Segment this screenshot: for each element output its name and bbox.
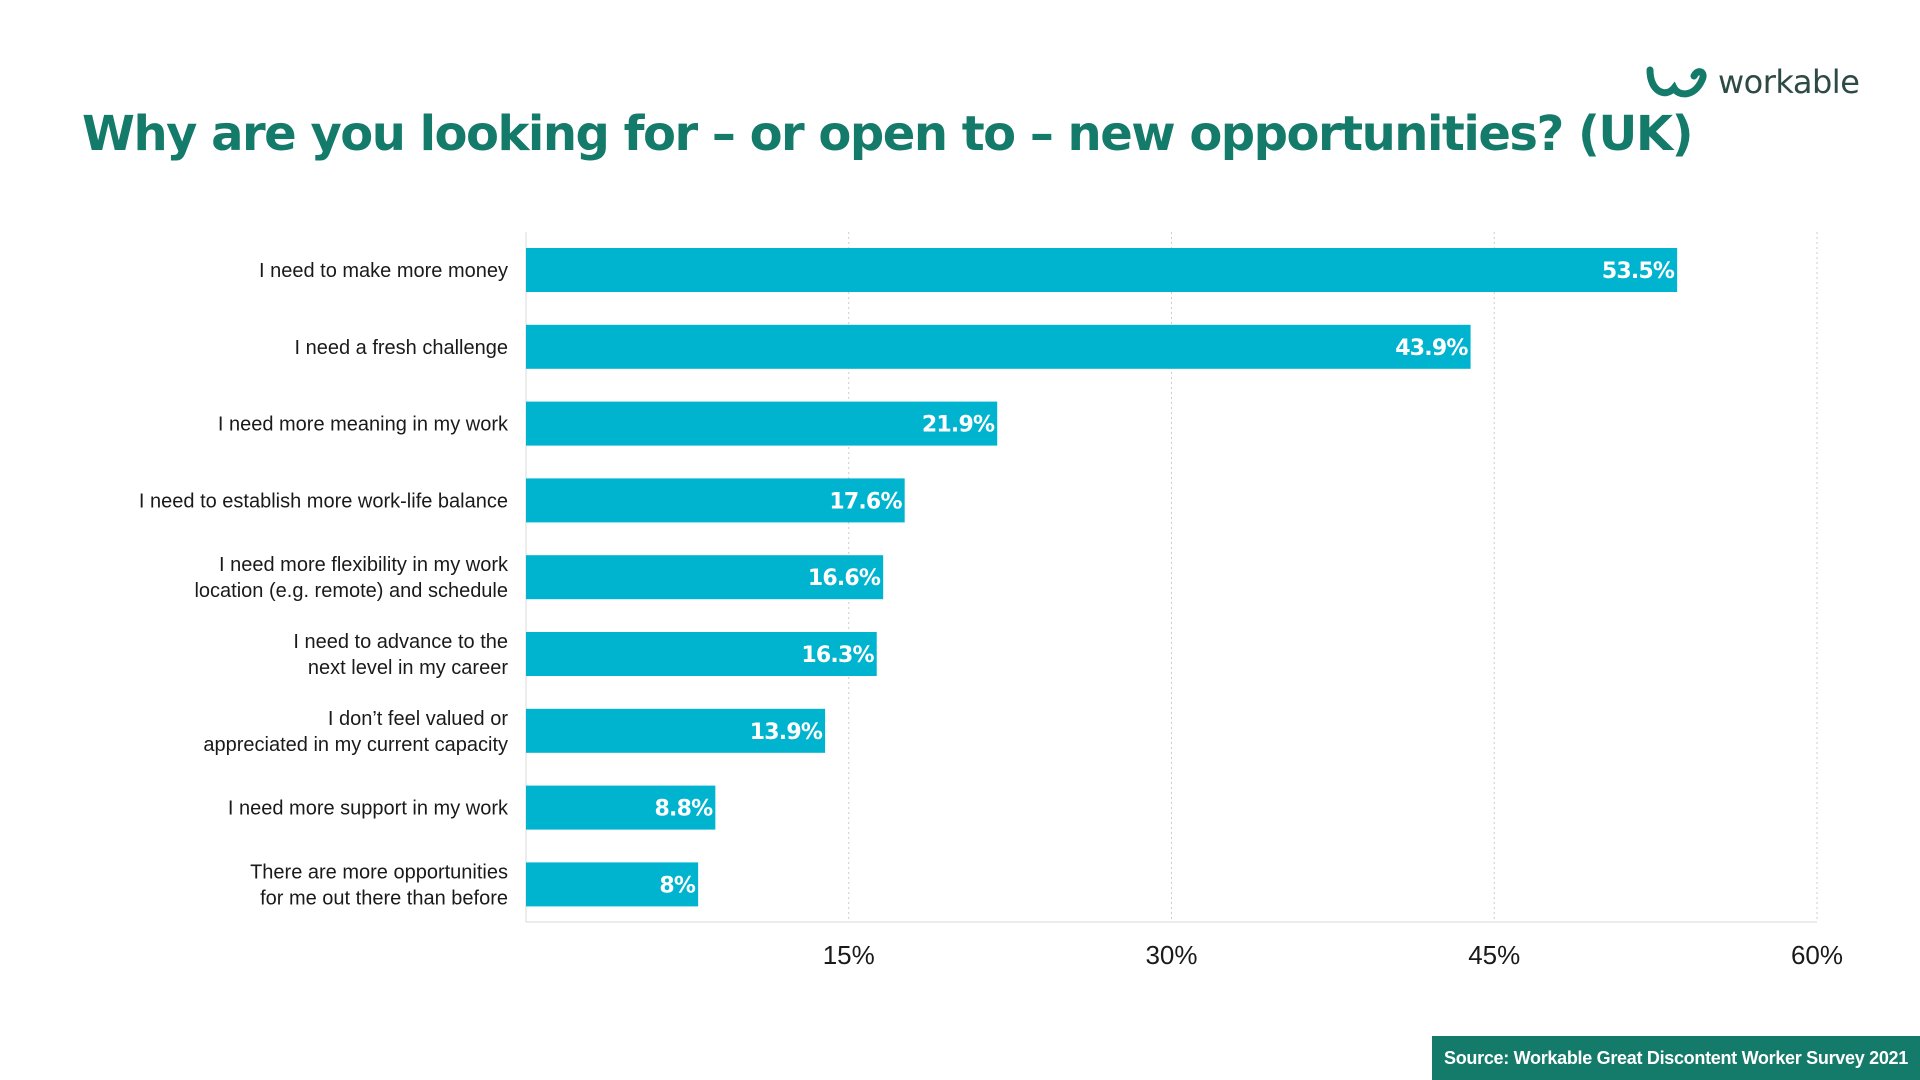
category-label: There are more opportunities <box>250 861 508 883</box>
bar-value-label: 13.9% <box>750 720 823 745</box>
bar <box>526 248 1678 292</box>
bar-value-label: 17.6% <box>829 489 902 514</box>
x-tick-label: 15% <box>823 940 875 970</box>
category-label: I need a fresh challenge <box>295 337 509 359</box>
bar <box>526 401 998 446</box>
category-label: I need to make more money <box>259 260 508 282</box>
chart-title: Why are you looking for – or open to – n… <box>82 106 1694 162</box>
x-tick-label: 45% <box>1468 940 1520 970</box>
logo-text: workable <box>1718 63 1860 101</box>
category-label: I need to establish more work-life balan… <box>139 490 508 512</box>
bar-value-label: 16.3% <box>801 643 874 668</box>
bar <box>526 862 699 907</box>
category-label: I don’t feel valued or <box>328 708 508 730</box>
category-label: I need more meaning in my work <box>218 414 509 436</box>
bar-value-label: 21.9% <box>922 413 995 438</box>
bar <box>526 785 716 830</box>
bar <box>526 632 877 676</box>
bar-value-label: 53.5% <box>1602 259 1675 284</box>
x-tick-label: 60% <box>1791 940 1843 970</box>
category-label: I need to advance to the <box>293 631 508 653</box>
source-note: Source: Workable Great Discontent Worker… <box>1432 1036 1920 1080</box>
workable-logo: workable <box>1644 60 1860 104</box>
category-label: location (e.g. remote) and schedule <box>194 580 508 602</box>
bar-value-label: 8.8% <box>655 797 714 822</box>
bar <box>526 478 905 523</box>
bar <box>526 708 826 753</box>
category-label: appreciated in my current capacity <box>203 734 508 756</box>
bar <box>526 555 884 600</box>
category-label: next level in my career <box>308 657 508 679</box>
category-label: I need more flexibility in my work <box>219 554 509 576</box>
bar-value-label: 16.6% <box>808 566 881 591</box>
bar <box>526 324 1471 369</box>
x-tick-label: 30% <box>1145 940 1197 970</box>
workable-logo-icon <box>1646 66 1707 98</box>
category-label: for me out there than before <box>260 887 508 909</box>
bar-value-label: 43.9% <box>1395 336 1468 361</box>
category-label: I need more support in my work <box>228 798 509 820</box>
bar-value-label: 8% <box>659 873 696 898</box>
